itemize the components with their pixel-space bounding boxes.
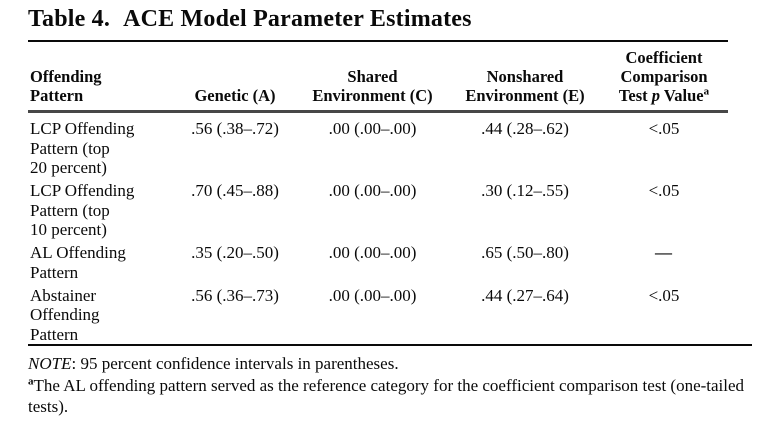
note-line: NOTE: 95 percent confidence intervals in… <box>28 353 752 375</box>
table-title: Table 4. ACE Model Parameter Estimates <box>28 6 728 33</box>
p-value-cell: <.05 <box>648 181 680 200</box>
table-notes: NOTE: 95 percent confidence intervals in… <box>28 344 752 418</box>
col-header-coefficient-comparison: Coefficient Comparison Test p Valuea <box>600 42 728 113</box>
p-value-cell: — <box>655 243 673 262</box>
p-value-cell: <.05 <box>648 119 680 138</box>
shared-cell: .00 (.00–.00) <box>328 119 417 138</box>
col-header-nonshared-environment: Nonshared Environment (E) <box>450 42 600 113</box>
table-title-block: Table 4. ACE Model Parameter Estimates <box>28 6 728 42</box>
p-value-cell: <.05 <box>648 285 680 305</box>
table-header-row: Offending Pattern Genetic (A) Shared Env… <box>28 42 728 113</box>
table-caption: ACE Model Parameter Estimates <box>123 6 472 32</box>
table-row-lcp-top10: LCP Offending Pattern (top 10 percent) .… <box>28 178 728 240</box>
ace-parameter-table: Offending Pattern Genetic (A) Shared Env… <box>28 42 728 344</box>
table-row-abstainer: Abstainer Offending Pattern .56 (.36–.73… <box>28 282 728 344</box>
value-label: Value <box>660 86 704 105</box>
footnote-text: The AL offending pattern served as the r… <box>28 375 745 417</box>
col-header-genetic: Genetic (A) <box>175 42 295 113</box>
nonshared-cell: .65 (.50–.80) <box>481 243 569 262</box>
note-text: : 95 percent confidence intervals in par… <box>71 354 399 373</box>
nonshared-cell: .44 (.27–.64) <box>481 285 569 305</box>
pattern-cell: AL Offending Pattern <box>30 243 126 282</box>
pattern-cell: LCP Offending Pattern (top 20 percent) <box>30 119 135 177</box>
footnote-marker: a <box>28 374 34 387</box>
genetic-cell: .56 (.36–.73) <box>191 285 279 305</box>
shared-cell: .00 (.00–.00) <box>328 243 417 262</box>
table-row-lcp-top20: LCP Offending Pattern (top 20 percent) .… <box>28 112 728 178</box>
col-header-offending-pattern: Offending Pattern <box>28 42 175 113</box>
footnote-a-superscript: a <box>703 85 710 98</box>
paper-table-figure: Table 4. ACE Model Parameter Estimates Of… <box>28 6 752 418</box>
note-label: NOTE <box>28 354 72 373</box>
genetic-cell: .70 (.45–.88) <box>191 181 279 200</box>
nonshared-cell: .44 (.28–.62) <box>481 119 569 138</box>
pattern-cell: Abstainer Offending Pattern <box>30 285 100 344</box>
table-number: Table 4. <box>28 6 111 32</box>
col-header-coefficient-top-lines: Coefficient Comparison <box>620 48 708 86</box>
footnote-line: aThe AL offending pattern served as the … <box>28 375 752 418</box>
table-row-al: AL Offending Pattern .35 (.20–.50) .00 (… <box>28 240 728 283</box>
nonshared-cell: .30 (.12–.55) <box>481 181 569 200</box>
col-header-shared-environment: Shared Environment (C) <box>295 42 450 113</box>
genetic-cell: .56 (.38–.72) <box>191 119 279 138</box>
shared-cell: .00 (.00–.00) <box>328 181 417 200</box>
genetic-cell: .35 (.20–.50) <box>191 243 279 262</box>
p-italic: p <box>651 86 661 105</box>
shared-cell: .00 (.00–.00) <box>328 285 417 305</box>
test-label: Test <box>618 86 652 105</box>
pattern-cell: LCP Offending Pattern (top 10 percent) <box>30 181 135 239</box>
col-header-coefficient-last-line: Test p Valuea <box>600 86 728 105</box>
